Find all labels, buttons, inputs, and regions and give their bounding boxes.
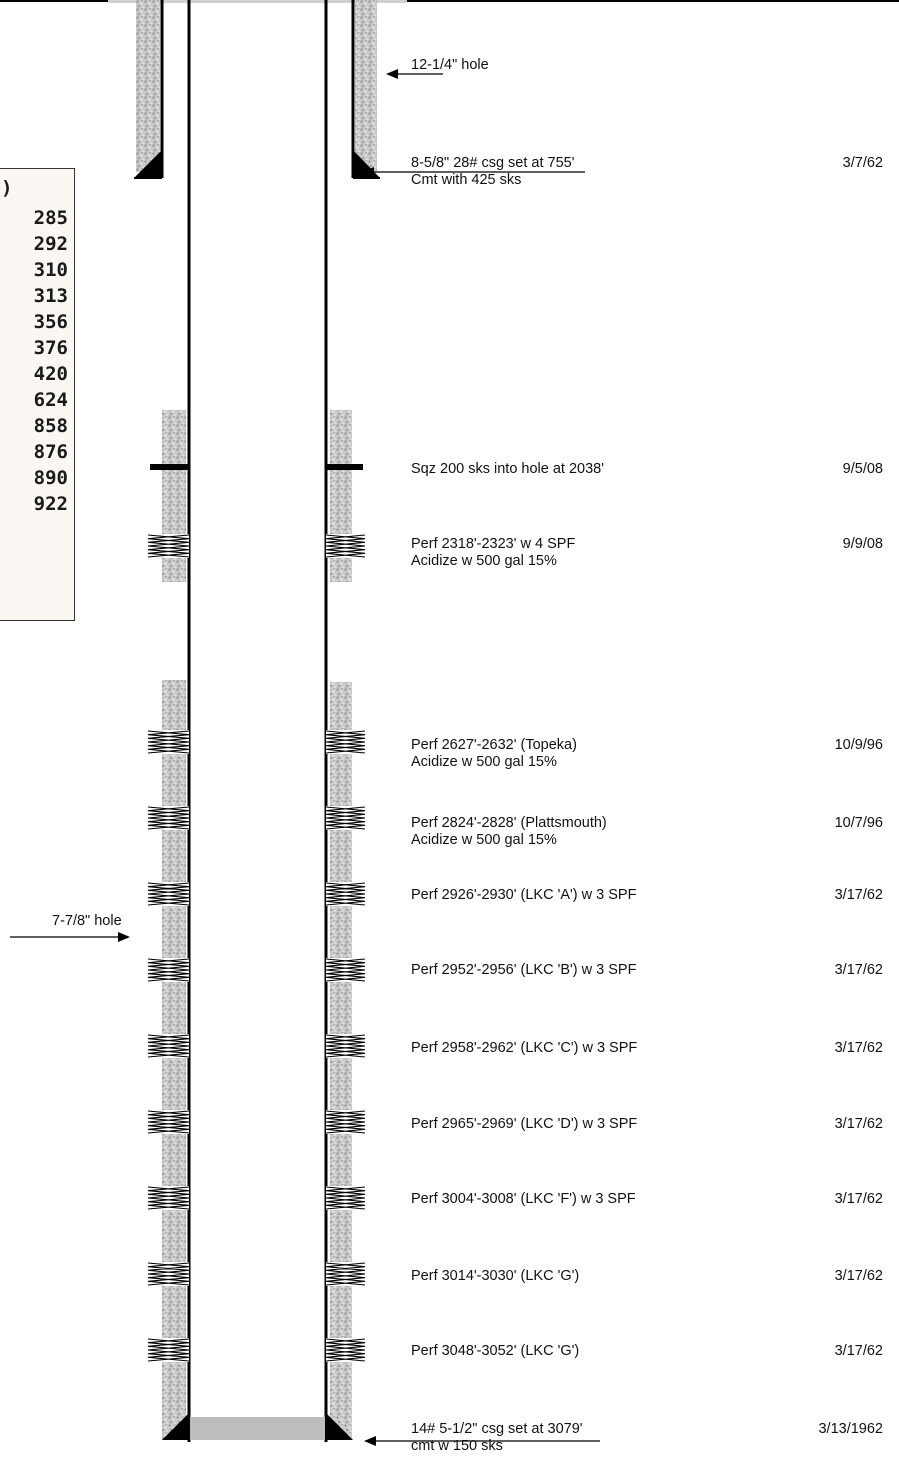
top-value: 313 <box>33 285 68 307</box>
date-surface-casing: 3/7/62 <box>842 155 883 171</box>
top-value: 285 <box>33 207 68 229</box>
annotation-perf-2318: Perf 2318'-2323' w 4 SPF Acidize w 500 g… <box>411 536 575 570</box>
annotation-perf-3004: Perf 3004'-3008' (LKC 'F') w 3 SPF <box>411 1191 636 1208</box>
top-value: 876 <box>33 441 68 463</box>
annotation-perf-2958: Perf 2958'-2962' (LKC 'C') w 3 SPF <box>411 1040 637 1057</box>
perforation-symbol <box>147 1034 190 1058</box>
date-squeeze: 9/5/08 <box>842 461 883 477</box>
top-value: 420 <box>33 363 68 385</box>
date-perf-2958: 3/17/62 <box>834 1040 883 1056</box>
annotation-line: Perf 3014'-3030' (LKC 'G') <box>411 1268 580 1284</box>
annotation-line: Perf 2926'-2930' (LKC 'A') w 3 SPF <box>411 887 637 903</box>
production-shoe-right <box>325 1412 353 1440</box>
annotation-line: Perf 2627'-2632' (Topeka) <box>411 737 577 753</box>
perforation-symbol <box>325 534 366 558</box>
annotation-line: Perf 2318'-2323' w 4 SPF <box>411 536 576 552</box>
annotation-line: 8-5/8" 28# csg set at 755' <box>411 155 575 171</box>
perforation-symbol <box>147 806 190 830</box>
annotation-perf-2926: Perf 2926'-2930' (LKC 'A') w 3 SPF <box>411 887 636 904</box>
date-perf-2318: 9/9/08 <box>842 536 883 552</box>
date-perf-2627: 10/9/96 <box>834 737 883 753</box>
perforations <box>147 534 366 1362</box>
annotation-perf-2965: Perf 2965'-2969' (LKC 'D') w 3 SPF <box>411 1116 637 1133</box>
annotation-perf-2627: Perf 2627'-2632' (Topeka) Acidize w 500 … <box>411 737 577 771</box>
annotation-perf-2952: Perf 2952'-2956' (LKC 'B') w 3 SPF <box>411 962 636 979</box>
annotation-surface-hole: 12-1/4" hole <box>411 57 489 74</box>
annotation-line: Perf 2965'-2969' (LKC 'D') w 3 SPF <box>411 1116 638 1132</box>
top-value: 890 <box>33 467 68 489</box>
date-perf-2952: 3/17/62 <box>834 962 883 978</box>
perforation-symbol <box>147 1110 190 1134</box>
perforation-symbol <box>325 958 366 982</box>
perforation-symbol <box>147 1186 190 1210</box>
squeeze-hole-bar-right <box>325 464 363 470</box>
perforation-symbol <box>325 882 366 906</box>
annotation-squeeze: Sqz 200 sks into hole at 2038' <box>411 461 604 478</box>
top-value: 310 <box>33 259 68 281</box>
date-perf-2824: 10/7/96 <box>834 815 883 831</box>
production-cement-right <box>330 682 352 1440</box>
top-value: 356 <box>33 311 68 333</box>
top-value: 858 <box>33 415 68 437</box>
annotation-line: Cmt with 425 sks <box>411 172 522 188</box>
annotation-production-casing: 14# 5-1/2" csg set at 3079' cmt w 150 sk… <box>411 1421 583 1455</box>
surface-cement-left <box>136 0 160 172</box>
annotation-line: Perf 3004'-3008' (LKC 'F') w 3 SPF <box>411 1191 636 1207</box>
annotation-perf-2824: Perf 2824'-2828' (Plattsmouth) Acidize w… <box>411 815 607 849</box>
top-value: 376 <box>33 337 68 359</box>
perforation-symbol <box>325 1186 366 1210</box>
top-value: 292 <box>33 233 68 255</box>
perforation-symbol <box>147 1338 190 1362</box>
annotation-line: Acidize w 500 gal 15% <box>411 832 557 848</box>
perforation-symbol <box>325 730 366 754</box>
date-perf-2926: 3/17/62 <box>834 887 883 903</box>
production-shoe-left <box>162 1412 190 1440</box>
tops-header: ) <box>1 177 13 199</box>
surface-cement-right <box>355 0 377 172</box>
perforation-symbol <box>325 1262 366 1286</box>
production-cement-left <box>162 680 186 1440</box>
perforation-symbol <box>325 806 366 830</box>
perforation-symbol <box>147 1262 190 1286</box>
date-perf-3014: 3/17/62 <box>834 1268 883 1284</box>
annotation-line: Sqz 200 sks into hole at 2038' <box>411 461 605 477</box>
perforation-symbol <box>147 534 190 558</box>
annotation-line: cmt w 150 sks <box>411 1438 503 1454</box>
annotation-surface-casing: 8-5/8" 28# csg set at 755' Cmt with 425 … <box>411 155 575 189</box>
annotation-line: Perf 3048'-3052' (LKC 'G') <box>411 1343 580 1359</box>
formation-tops-box: ) 285 292 310 313 356 376 420 624 858 87… <box>0 168 75 621</box>
date-perf-3004: 3/17/62 <box>834 1191 883 1207</box>
perforation-symbol <box>147 730 190 754</box>
surface-shoe-left <box>134 150 162 178</box>
annotation-line: Perf 2824'-2828' (Plattsmouth) <box>411 815 607 831</box>
bottom-plug <box>190 1417 325 1440</box>
perforation-symbol <box>325 1338 366 1362</box>
date-perf-2965: 3/17/62 <box>834 1116 883 1132</box>
annotation-line: Acidize w 500 gal 15% <box>411 754 557 770</box>
date-perf-3048: 3/17/62 <box>834 1343 883 1359</box>
squeeze-hole-bar-left <box>150 464 190 470</box>
date-production-casing: 3/13/1962 <box>818 1421 883 1437</box>
top-value: 624 <box>33 389 68 411</box>
annotation-perf-3014: Perf 3014'-3030' (LKC 'G') <box>411 1268 579 1285</box>
perforation-symbol <box>325 1110 366 1134</box>
perforation-symbol <box>325 1034 366 1058</box>
annotation-line: Perf 2952'-2956' (LKC 'B') w 3 SPF <box>411 962 637 978</box>
annotation-line: 14# 5-1/2" csg set at 3079' <box>411 1421 583 1437</box>
production-hole-label: 7-7/8" hole <box>52 913 122 929</box>
perforation-symbol <box>147 882 190 906</box>
annotation-line: 12-1/4" hole <box>411 57 489 73</box>
annotation-perf-3048: Perf 3048'-3052' (LKC 'G') <box>411 1343 579 1360</box>
annotation-line: Acidize w 500 gal 15% <box>411 553 557 569</box>
perforation-symbol <box>147 958 190 982</box>
annotation-line: Perf 2958'-2962' (LKC 'C') w 3 SPF <box>411 1040 638 1056</box>
top-border-gap <box>108 0 407 3</box>
top-value: 922 <box>33 493 68 515</box>
